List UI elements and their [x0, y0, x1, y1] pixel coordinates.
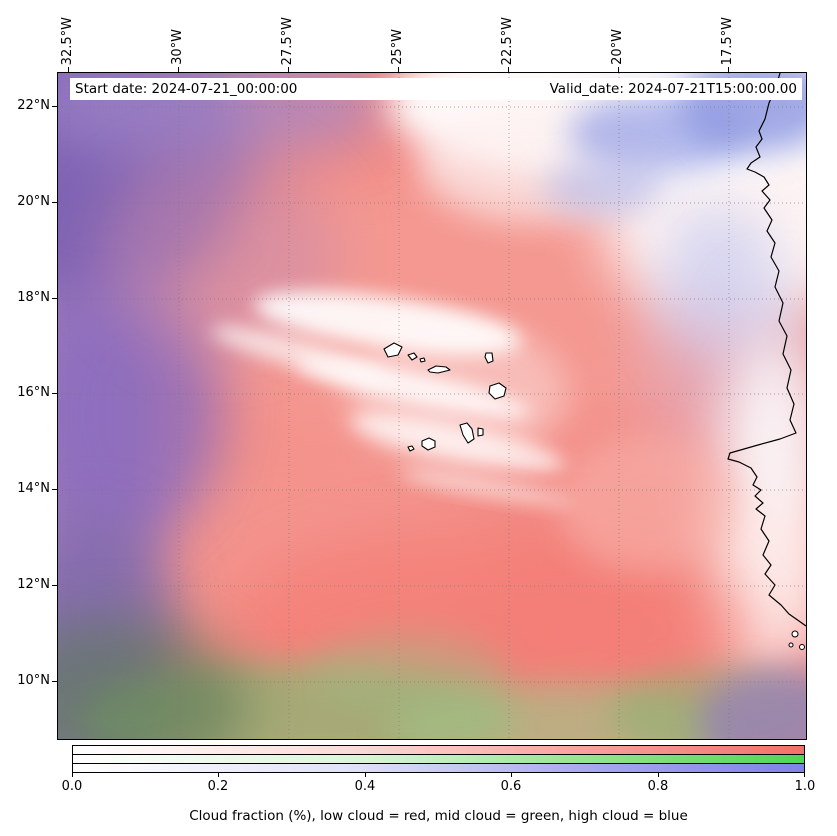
lon-tick-mark	[178, 67, 179, 72]
lon-tick-label: 17.5°W	[720, 16, 735, 65]
lat-tick-label: 18°N	[17, 290, 50, 305]
lon-tick-mark	[618, 67, 619, 72]
lat-tick-mark	[52, 489, 57, 490]
lat-tick-label: 20°N	[17, 194, 50, 209]
lat-tick-mark	[52, 106, 57, 107]
lon-tick-mark	[728, 67, 729, 72]
lat-tick-label: 16°N	[17, 385, 50, 400]
colorbar-tick-mark	[658, 773, 659, 777]
colorbar-tick-mark	[511, 773, 512, 777]
figure-caption: Cloud fraction (%), low cloud = red, mid…	[189, 808, 688, 824]
colorbar-tick-mark	[218, 773, 219, 777]
colorbar-tick-mark	[72, 773, 73, 777]
start-date-text: Start date: 2024-07-21_00:00:00	[75, 81, 298, 97]
lat-tick-mark	[52, 393, 57, 394]
lon-tick-mark	[508, 67, 509, 72]
colorbar-tick-label: 0.2	[207, 779, 229, 794]
colorbar-tick-label: 0.6	[500, 779, 522, 794]
graticule-gridlines	[58, 73, 806, 739]
lon-tick-label: 27.5°W	[280, 16, 295, 65]
date-annotation-strip: Start date: 2024-07-21_00:00:00 Valid_da…	[70, 78, 802, 100]
africa-coastline	[727, 73, 806, 627]
valid-date-text: Valid_date: 2024-07-21T15:00:00.00	[549, 81, 797, 97]
colorbar-tick-label: 0.4	[354, 779, 376, 794]
lon-tick-label: 32.5°W	[60, 16, 75, 65]
lon-tick-mark	[398, 67, 399, 72]
cape-verde-islands	[383, 342, 507, 452]
colorbar-tick-label: 0.0	[61, 779, 83, 794]
lon-tick-label: 22.5°W	[500, 16, 515, 65]
cloud-composite-raster	[58, 73, 806, 739]
colorbar-tick-mark	[804, 773, 805, 777]
lat-tick-mark	[52, 298, 57, 299]
lon-tick-mark	[288, 67, 289, 72]
lat-tick-mark	[52, 585, 57, 586]
lon-tick-mark	[68, 67, 69, 72]
colorbar-tick-label: 1.0	[794, 779, 816, 794]
coastal-islets	[788, 630, 805, 650]
lon-tick-label: 30°W	[170, 29, 185, 65]
colorbar-high-cloud	[72, 763, 805, 773]
colorbar-tick-label: 0.8	[647, 779, 669, 794]
map-panel: Start date: 2024-07-21_00:00:00 Valid_da…	[57, 72, 807, 740]
lat-tick-mark	[52, 681, 57, 682]
colorbar-tick-mark	[365, 773, 366, 777]
lat-tick-label: 12°N	[17, 577, 50, 592]
lat-tick-label: 14°N	[17, 481, 50, 496]
lat-tick-mark	[52, 202, 57, 203]
cloud-field-blobs	[58, 73, 806, 739]
lat-tick-label: 22°N	[17, 98, 50, 113]
lat-tick-label: 10°N	[17, 673, 50, 688]
lon-tick-label: 25°W	[390, 29, 405, 65]
lon-tick-label: 20°W	[610, 29, 625, 65]
